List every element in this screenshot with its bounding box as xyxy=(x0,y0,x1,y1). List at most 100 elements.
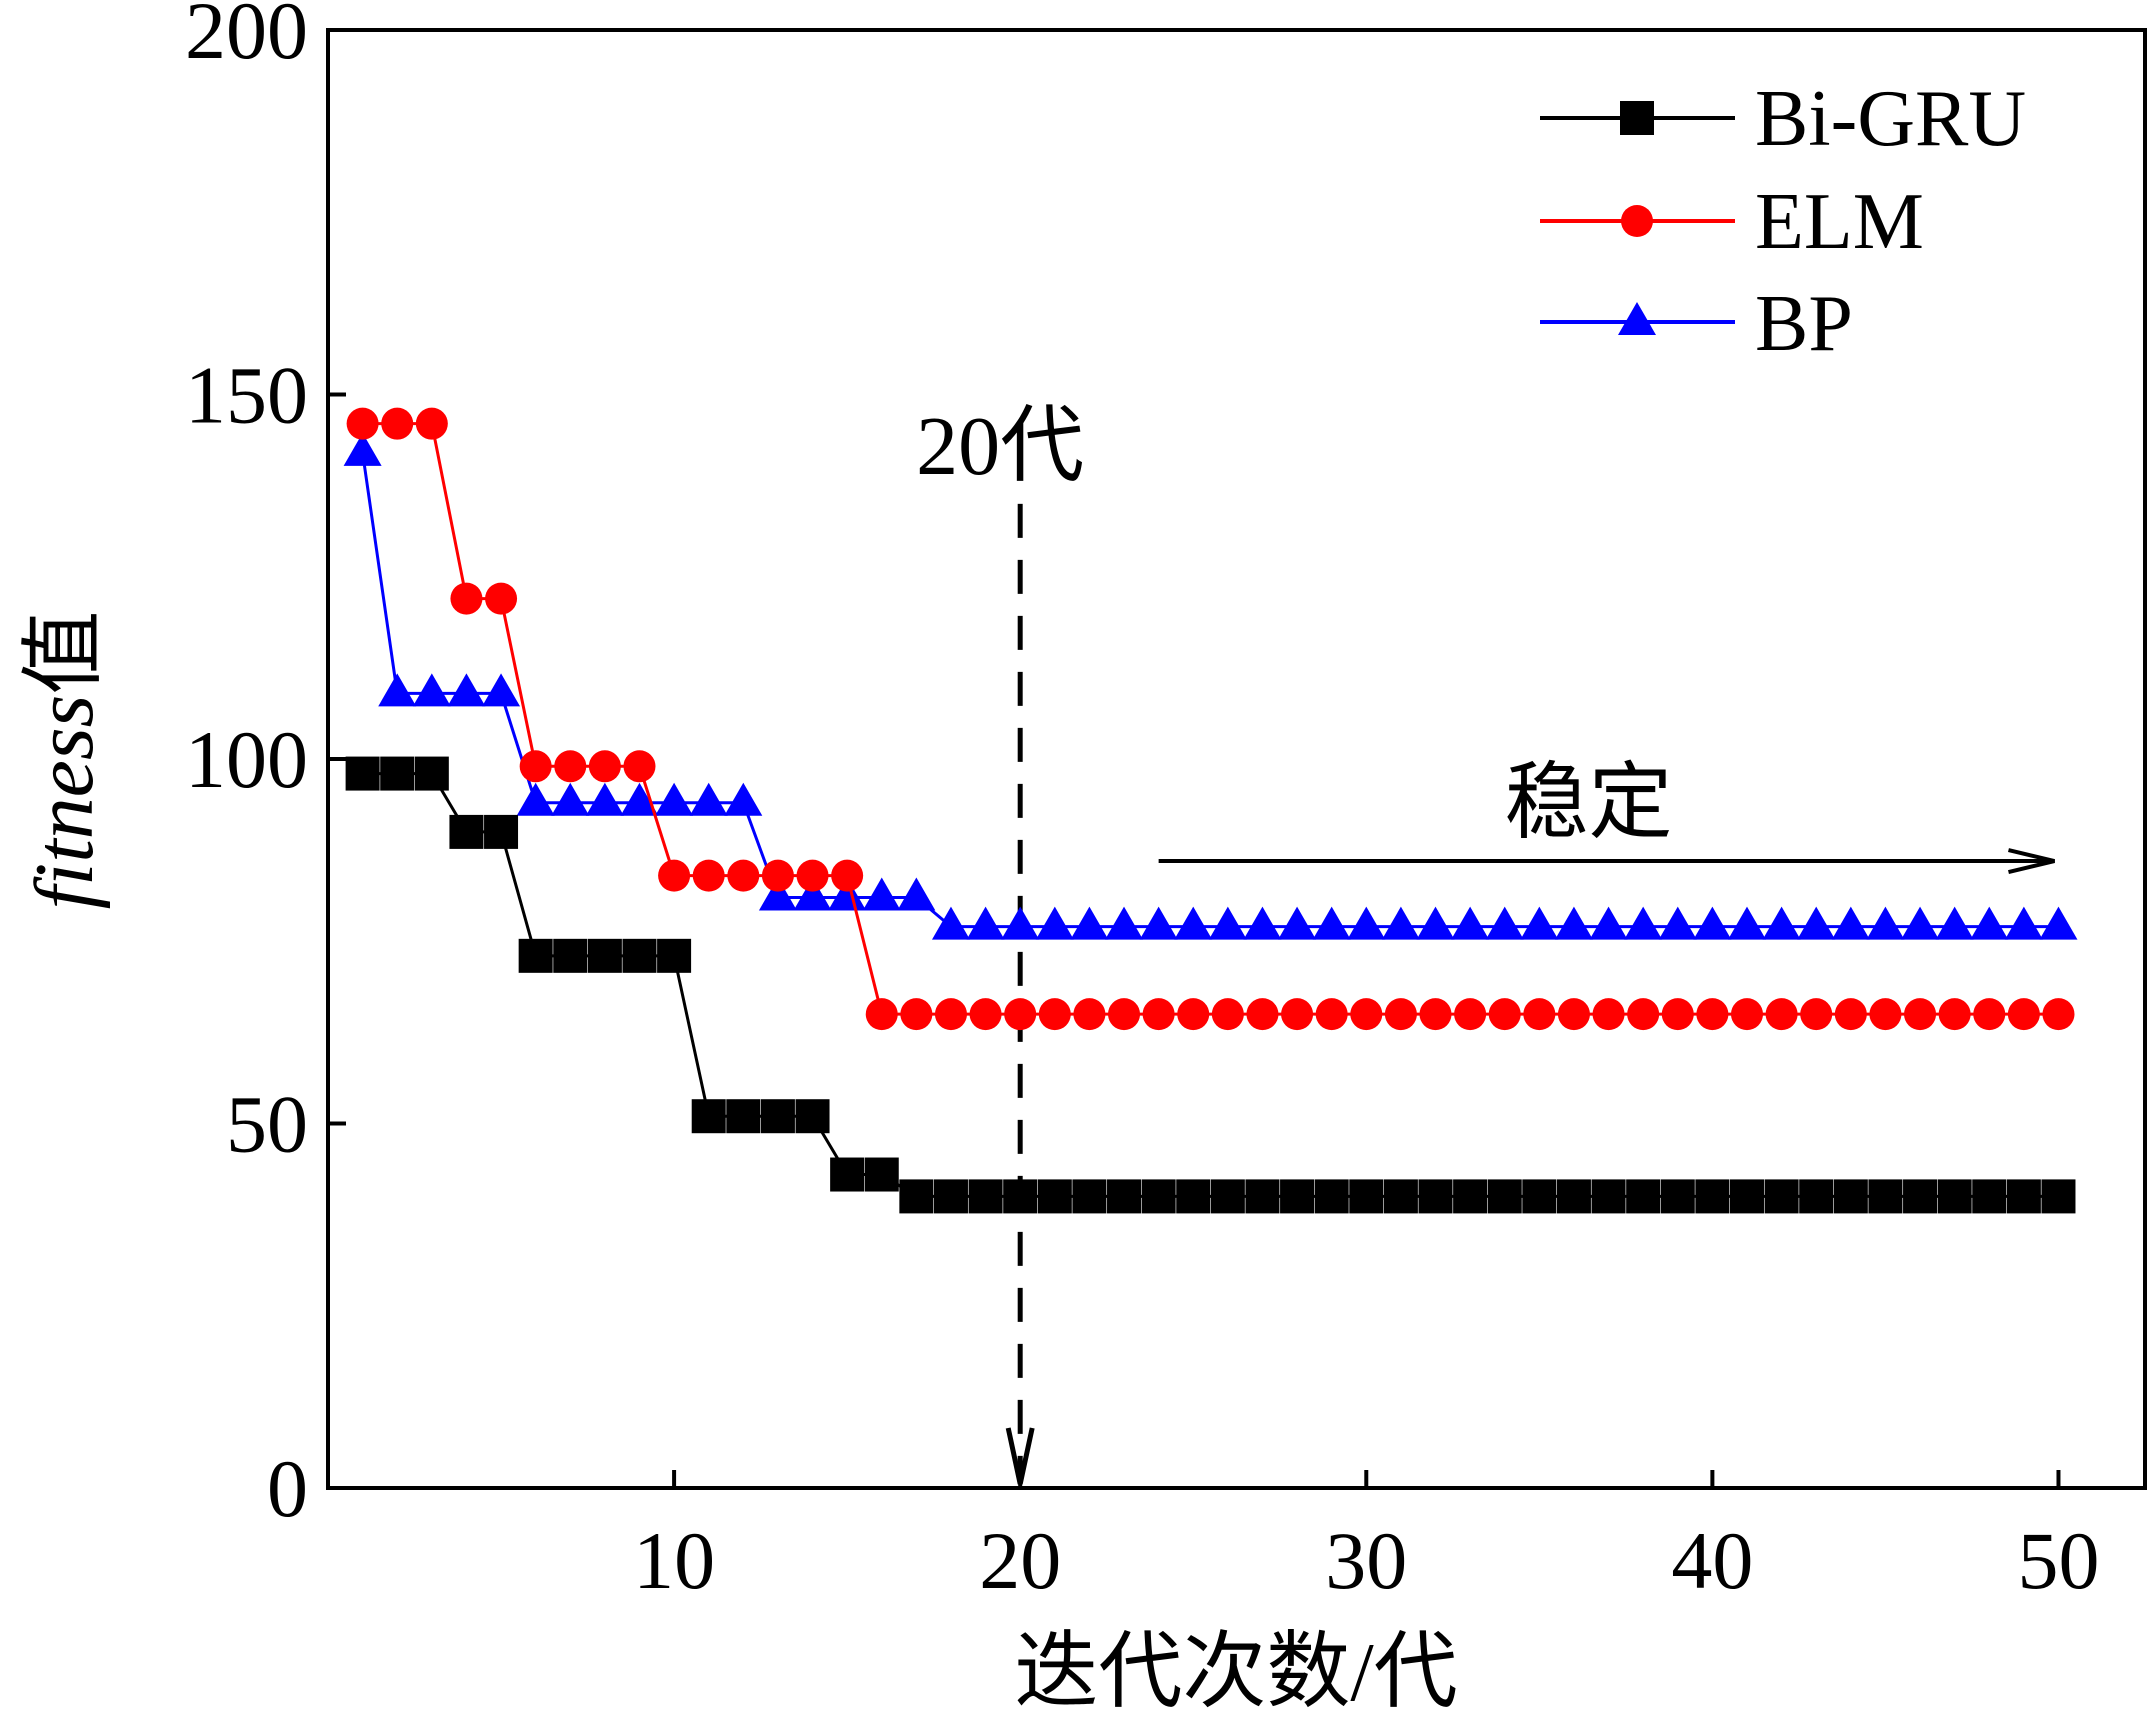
point-elm-32 xyxy=(1419,998,1452,1031)
point-bi-gru-46 xyxy=(1903,1179,1938,1214)
point-bp-24 xyxy=(1139,906,1178,940)
point-elm-29 xyxy=(1315,998,1348,1031)
x-tick-label-10: 10 xyxy=(633,1515,715,1606)
point-elm-17 xyxy=(900,998,933,1031)
series-layer xyxy=(343,407,2078,1214)
point-bi-gru-4 xyxy=(449,814,484,849)
point-elm-5 xyxy=(485,582,518,615)
point-elm-6 xyxy=(519,750,552,783)
point-bp-19 xyxy=(966,906,1005,940)
y-axis-title-suffix: 值 xyxy=(18,611,111,695)
x-tick-label-40: 40 xyxy=(1671,1515,1753,1606)
point-bi-gru-34 xyxy=(1487,1179,1522,1214)
point-elm-4 xyxy=(450,582,483,615)
point-elm-15 xyxy=(831,859,864,892)
point-bi-gru-7 xyxy=(553,938,588,973)
point-elm-31 xyxy=(1384,998,1417,1031)
point-bp-26 xyxy=(1208,906,1247,940)
series-line-bp xyxy=(361,452,2059,929)
legend-marker-bi-gru xyxy=(1620,101,1654,135)
x-tick-label-30: 30 xyxy=(1325,1515,1407,1606)
point-bp-7 xyxy=(551,782,590,816)
point-bi-gru-10 xyxy=(657,938,692,973)
point-bp-2 xyxy=(378,673,417,707)
point-bp-42 xyxy=(1762,906,1801,940)
point-bp-3 xyxy=(412,673,451,707)
point-elm-11 xyxy=(692,859,725,892)
point-bp-48 xyxy=(1970,906,2009,940)
point-elm-16 xyxy=(865,998,898,1031)
point-elm-7 xyxy=(554,750,587,783)
y-tick-label-200: 200 xyxy=(185,0,308,76)
point-elm-18 xyxy=(934,998,967,1031)
point-bp-45 xyxy=(1866,906,1905,940)
point-bi-gru-23 xyxy=(1107,1179,1142,1214)
point-bi-gru-44 xyxy=(1833,1179,1868,1214)
point-bi-gru-18 xyxy=(933,1179,968,1214)
y-axis-title-italic: fitness xyxy=(18,695,111,910)
legend-item-elm: ELM xyxy=(1540,178,1924,266)
point-bp-11 xyxy=(689,782,728,816)
point-bi-gru-42 xyxy=(1764,1179,1799,1214)
point-bi-gru-41 xyxy=(1729,1179,1764,1214)
point-bi-gru-26 xyxy=(1210,1179,1245,1214)
point-elm-1 xyxy=(346,407,379,440)
point-bp-50 xyxy=(2039,906,2078,940)
point-bp-31 xyxy=(1381,906,1420,940)
point-bp-35 xyxy=(1520,906,1559,940)
point-bp-41 xyxy=(1727,906,1766,940)
legend-item-bp: BP xyxy=(1540,280,1853,368)
point-bp-9 xyxy=(620,782,659,816)
point-bp-30 xyxy=(1347,906,1386,940)
point-bi-gru-47 xyxy=(1937,1179,1972,1214)
point-bi-gru-16 xyxy=(864,1157,899,1192)
legend-label-bi-gru: Bi-GRU xyxy=(1755,75,2026,163)
annotation-20-arrowhead xyxy=(1005,1427,1035,1485)
x-tick-label-20: 20 xyxy=(979,1515,1061,1606)
point-bi-gru-33 xyxy=(1453,1179,1488,1214)
y-axis-title: fitness值 xyxy=(18,611,111,910)
point-bp-28 xyxy=(1278,906,1317,940)
point-bi-gru-22 xyxy=(1072,1179,1107,1214)
annotation-stable-arrowhead xyxy=(2008,848,2055,875)
point-bp-20 xyxy=(1001,906,1040,940)
point-bp-12 xyxy=(724,782,763,816)
point-bp-15 xyxy=(828,877,867,911)
annotation-20-label: 20代 xyxy=(916,400,1084,493)
point-bi-gru-3 xyxy=(414,756,449,791)
point-bp-10 xyxy=(655,782,694,816)
point-bp-4 xyxy=(447,673,486,707)
x-axis-title: 迭代次数/代 xyxy=(1014,1626,1457,1717)
point-elm-36 xyxy=(1557,998,1590,1031)
legend-item-bi-gru: Bi-GRU xyxy=(1540,75,2026,163)
point-elm-21 xyxy=(1038,998,1071,1031)
point-elm-27 xyxy=(1246,998,1279,1031)
point-bp-21 xyxy=(1035,906,1074,940)
point-bi-gru-17 xyxy=(899,1179,934,1214)
point-bp-49 xyxy=(2004,906,2043,940)
point-elm-45 xyxy=(1869,998,1902,1031)
legend-label-bp: BP xyxy=(1755,280,1853,368)
point-bp-25 xyxy=(1174,906,1213,940)
point-bp-18 xyxy=(931,906,970,940)
point-elm-10 xyxy=(658,859,691,892)
y-tick-label-0: 0 xyxy=(267,1443,308,1534)
annotation-stable: 稳定 xyxy=(1158,757,2055,875)
point-bi-gru-25 xyxy=(1176,1179,1211,1214)
point-bp-29 xyxy=(1312,906,1351,940)
point-bi-gru-13 xyxy=(760,1099,795,1134)
y-tick-label-100: 100 xyxy=(185,714,308,805)
point-elm-2 xyxy=(381,407,414,440)
point-elm-41 xyxy=(1730,998,1763,1031)
point-elm-3 xyxy=(415,407,448,440)
point-elm-40 xyxy=(1696,998,1729,1031)
point-bp-46 xyxy=(1901,906,1940,940)
point-elm-35 xyxy=(1523,998,1556,1031)
legend-marker-elm xyxy=(1621,205,1653,237)
point-elm-20 xyxy=(1004,998,1037,1031)
point-elm-37 xyxy=(1592,998,1625,1031)
y-tick-label-50: 50 xyxy=(226,1079,308,1170)
point-elm-14 xyxy=(796,859,829,892)
point-bi-gru-9 xyxy=(622,938,657,973)
